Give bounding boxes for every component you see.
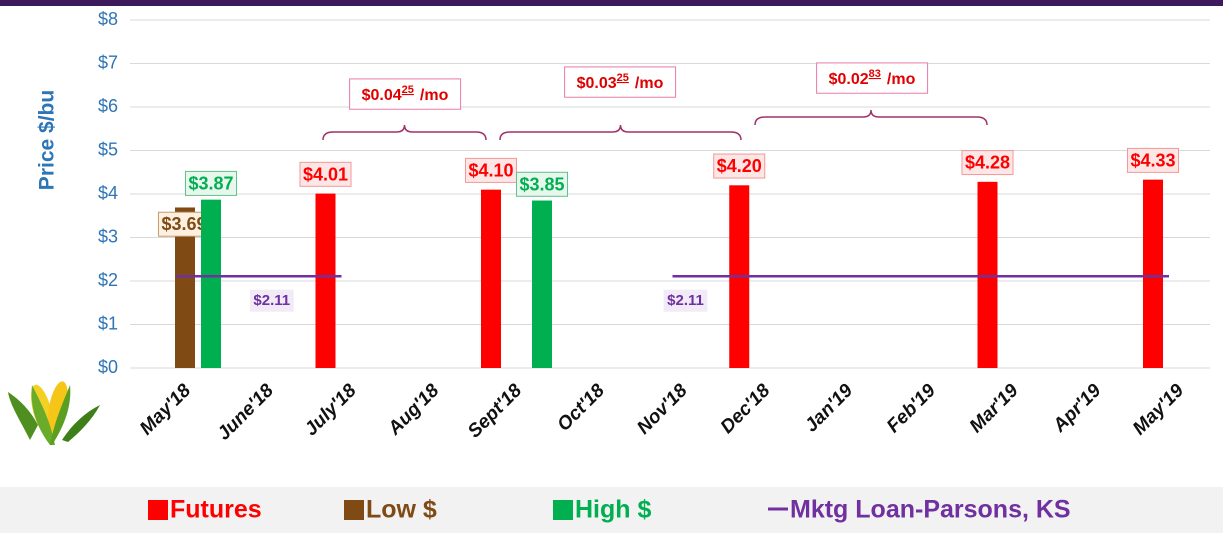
value-label: $4.28: [965, 153, 1010, 173]
x-tick-label: Sept'18: [464, 380, 526, 442]
bar: [977, 181, 998, 368]
bracket: [754, 109, 988, 126]
x-tick-label: Feb'19: [883, 380, 940, 437]
x-tick-label: Jan'19: [801, 380, 857, 436]
annotation: $0.0325/mo: [577, 72, 664, 92]
value-label: $2.11: [667, 292, 704, 309]
y-tick-label: $0: [98, 357, 118, 377]
value-label: $3.85: [519, 174, 564, 194]
x-tick-label: May'18: [136, 380, 195, 439]
y-axis-label: Price $/bu: [36, 90, 59, 190]
legend-marker: [344, 500, 364, 520]
x-tick-label: June'18: [213, 380, 278, 445]
annotation: $0.0425/mo: [362, 84, 449, 104]
x-tick-label: Apr'19: [1048, 380, 1105, 437]
legend-marker: [553, 500, 573, 520]
annotation-box: [816, 62, 929, 94]
legend-label: Mktg Loan-Parsons, KS: [790, 496, 1071, 524]
value-label: $4.20: [717, 156, 762, 176]
x-tick-label: July'18: [301, 380, 361, 440]
annotation-box: [564, 66, 677, 98]
annotation-box: [349, 78, 462, 110]
legend-marker: [148, 500, 168, 520]
y-tick-label: $1: [98, 313, 118, 333]
legend-label: Low $: [366, 496, 437, 524]
annotation-superscript: 25: [402, 84, 414, 96]
annotation-superscript: 83: [869, 68, 881, 80]
label-box: [184, 170, 238, 196]
y-tick-label: $7: [98, 52, 118, 72]
corn-icon: [8, 381, 100, 445]
annotation-unit: /mo: [887, 71, 916, 88]
label-box: [663, 289, 708, 312]
bar: [315, 193, 336, 368]
label-box: [961, 150, 1014, 176]
bar: [201, 199, 221, 368]
annotation-value: $0.04: [362, 87, 402, 104]
label-box: [299, 161, 352, 187]
label-box: [515, 171, 569, 197]
bracket: [499, 124, 742, 141]
annotation-unit: /mo: [420, 87, 449, 104]
legend-band: [0, 487, 1223, 533]
x-tick-label: Mar'19: [966, 380, 1023, 437]
value-label: $4.10: [468, 160, 513, 180]
annotation-unit: /mo: [635, 75, 664, 92]
label-box: [249, 289, 294, 312]
y-tick-label: $8: [98, 9, 118, 29]
x-tick-label: Nov'18: [633, 380, 692, 439]
annotation-superscript: 25: [617, 72, 629, 84]
y-tick-label: $4: [98, 183, 118, 203]
bracket: [322, 124, 487, 141]
x-tick-label: Aug'18: [384, 380, 444, 440]
y-tick-label: $5: [98, 139, 118, 159]
label-box: [464, 157, 518, 183]
bar: [532, 200, 552, 368]
title-bar: [0, 0, 1223, 6]
y-tick-label: $3: [98, 226, 118, 246]
bar: [175, 207, 195, 368]
legend-label: Futures: [170, 496, 262, 524]
annotation-value: $0.03: [577, 75, 617, 92]
annotation: $0.0283/mo: [829, 68, 916, 88]
legend-label: High $: [575, 496, 651, 524]
value-label: $4.01: [303, 164, 348, 184]
value-label: $4.33: [1130, 150, 1175, 170]
x-tick-label: Dec'18: [717, 380, 775, 438]
value-label: $3.69: [161, 214, 206, 234]
value-label: $2.11: [253, 292, 290, 309]
label-box: [1126, 147, 1180, 173]
x-tick-label: Oct'18: [553, 380, 609, 436]
bar: [481, 189, 501, 368]
value-label: $3.87: [188, 173, 233, 193]
x-tick-label: May'19: [1129, 380, 1188, 439]
y-tick-label: $6: [98, 96, 118, 116]
bar: [1143, 179, 1163, 368]
label-box: [713, 153, 766, 179]
y-tick-label: $2: [98, 270, 118, 290]
annotation-value: $0.02: [829, 71, 869, 88]
